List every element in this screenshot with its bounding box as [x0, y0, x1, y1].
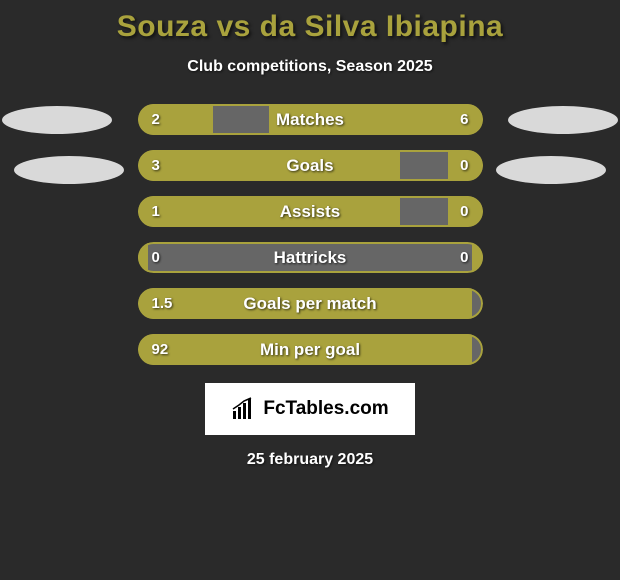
date-text: 25 february 2025	[247, 451, 373, 469]
left-avatar-placeholder-1	[2, 106, 112, 134]
stat-bar-left-fill	[138, 196, 400, 227]
stat-left-value: 2	[152, 104, 160, 135]
page-title: Souza vs da Silva Ibiapina	[117, 10, 503, 44]
stat-bar-left-fill	[138, 288, 473, 319]
stats-area: 26Matches30Goals10Assists00Hattricks1.5G…	[0, 104, 620, 365]
stat-bar-left-fill	[138, 334, 473, 365]
stat-row: 10Assists	[138, 196, 483, 227]
stat-right-value: 0	[460, 150, 468, 181]
stat-bar-right-fill	[269, 104, 483, 135]
stat-bars: 26Matches30Goals10Assists00Hattricks1.5G…	[138, 104, 483, 365]
stat-bar-left-fill	[138, 150, 400, 181]
stat-right-value: 0	[460, 242, 468, 273]
right-avatar-placeholder-1	[508, 106, 618, 134]
left-avatar-placeholder-2	[14, 156, 124, 184]
stat-row: 26Matches	[138, 104, 483, 135]
stat-row: 1.5Goals per match	[138, 288, 483, 319]
stat-row: 30Goals	[138, 150, 483, 181]
stat-left-value: 0	[152, 242, 160, 273]
logo-box: FcTables.com	[205, 383, 414, 435]
stat-left-value: 92	[152, 334, 169, 365]
right-avatar-placeholder-2	[496, 156, 606, 184]
stat-bar-bg	[138, 242, 483, 273]
logo-text: FcTables.com	[263, 398, 388, 420]
stat-bar-left-fill	[138, 104, 214, 135]
stat-left-value: 3	[152, 150, 160, 181]
subtitle: Club competitions, Season 2025	[187, 58, 432, 76]
stat-left-value: 1	[152, 196, 160, 227]
comparison-card: Souza vs da Silva Ibiapina Club competit…	[0, 0, 620, 477]
stat-bar-left-fill	[138, 242, 148, 273]
chart-icon	[231, 397, 255, 421]
stat-row: 00Hattricks	[138, 242, 483, 273]
stat-left-value: 1.5	[152, 288, 173, 319]
stat-right-value: 6	[460, 104, 468, 135]
stat-row: 92Min per goal	[138, 334, 483, 365]
stat-right-value: 0	[460, 196, 468, 227]
stat-bar-right-fill	[472, 242, 482, 273]
